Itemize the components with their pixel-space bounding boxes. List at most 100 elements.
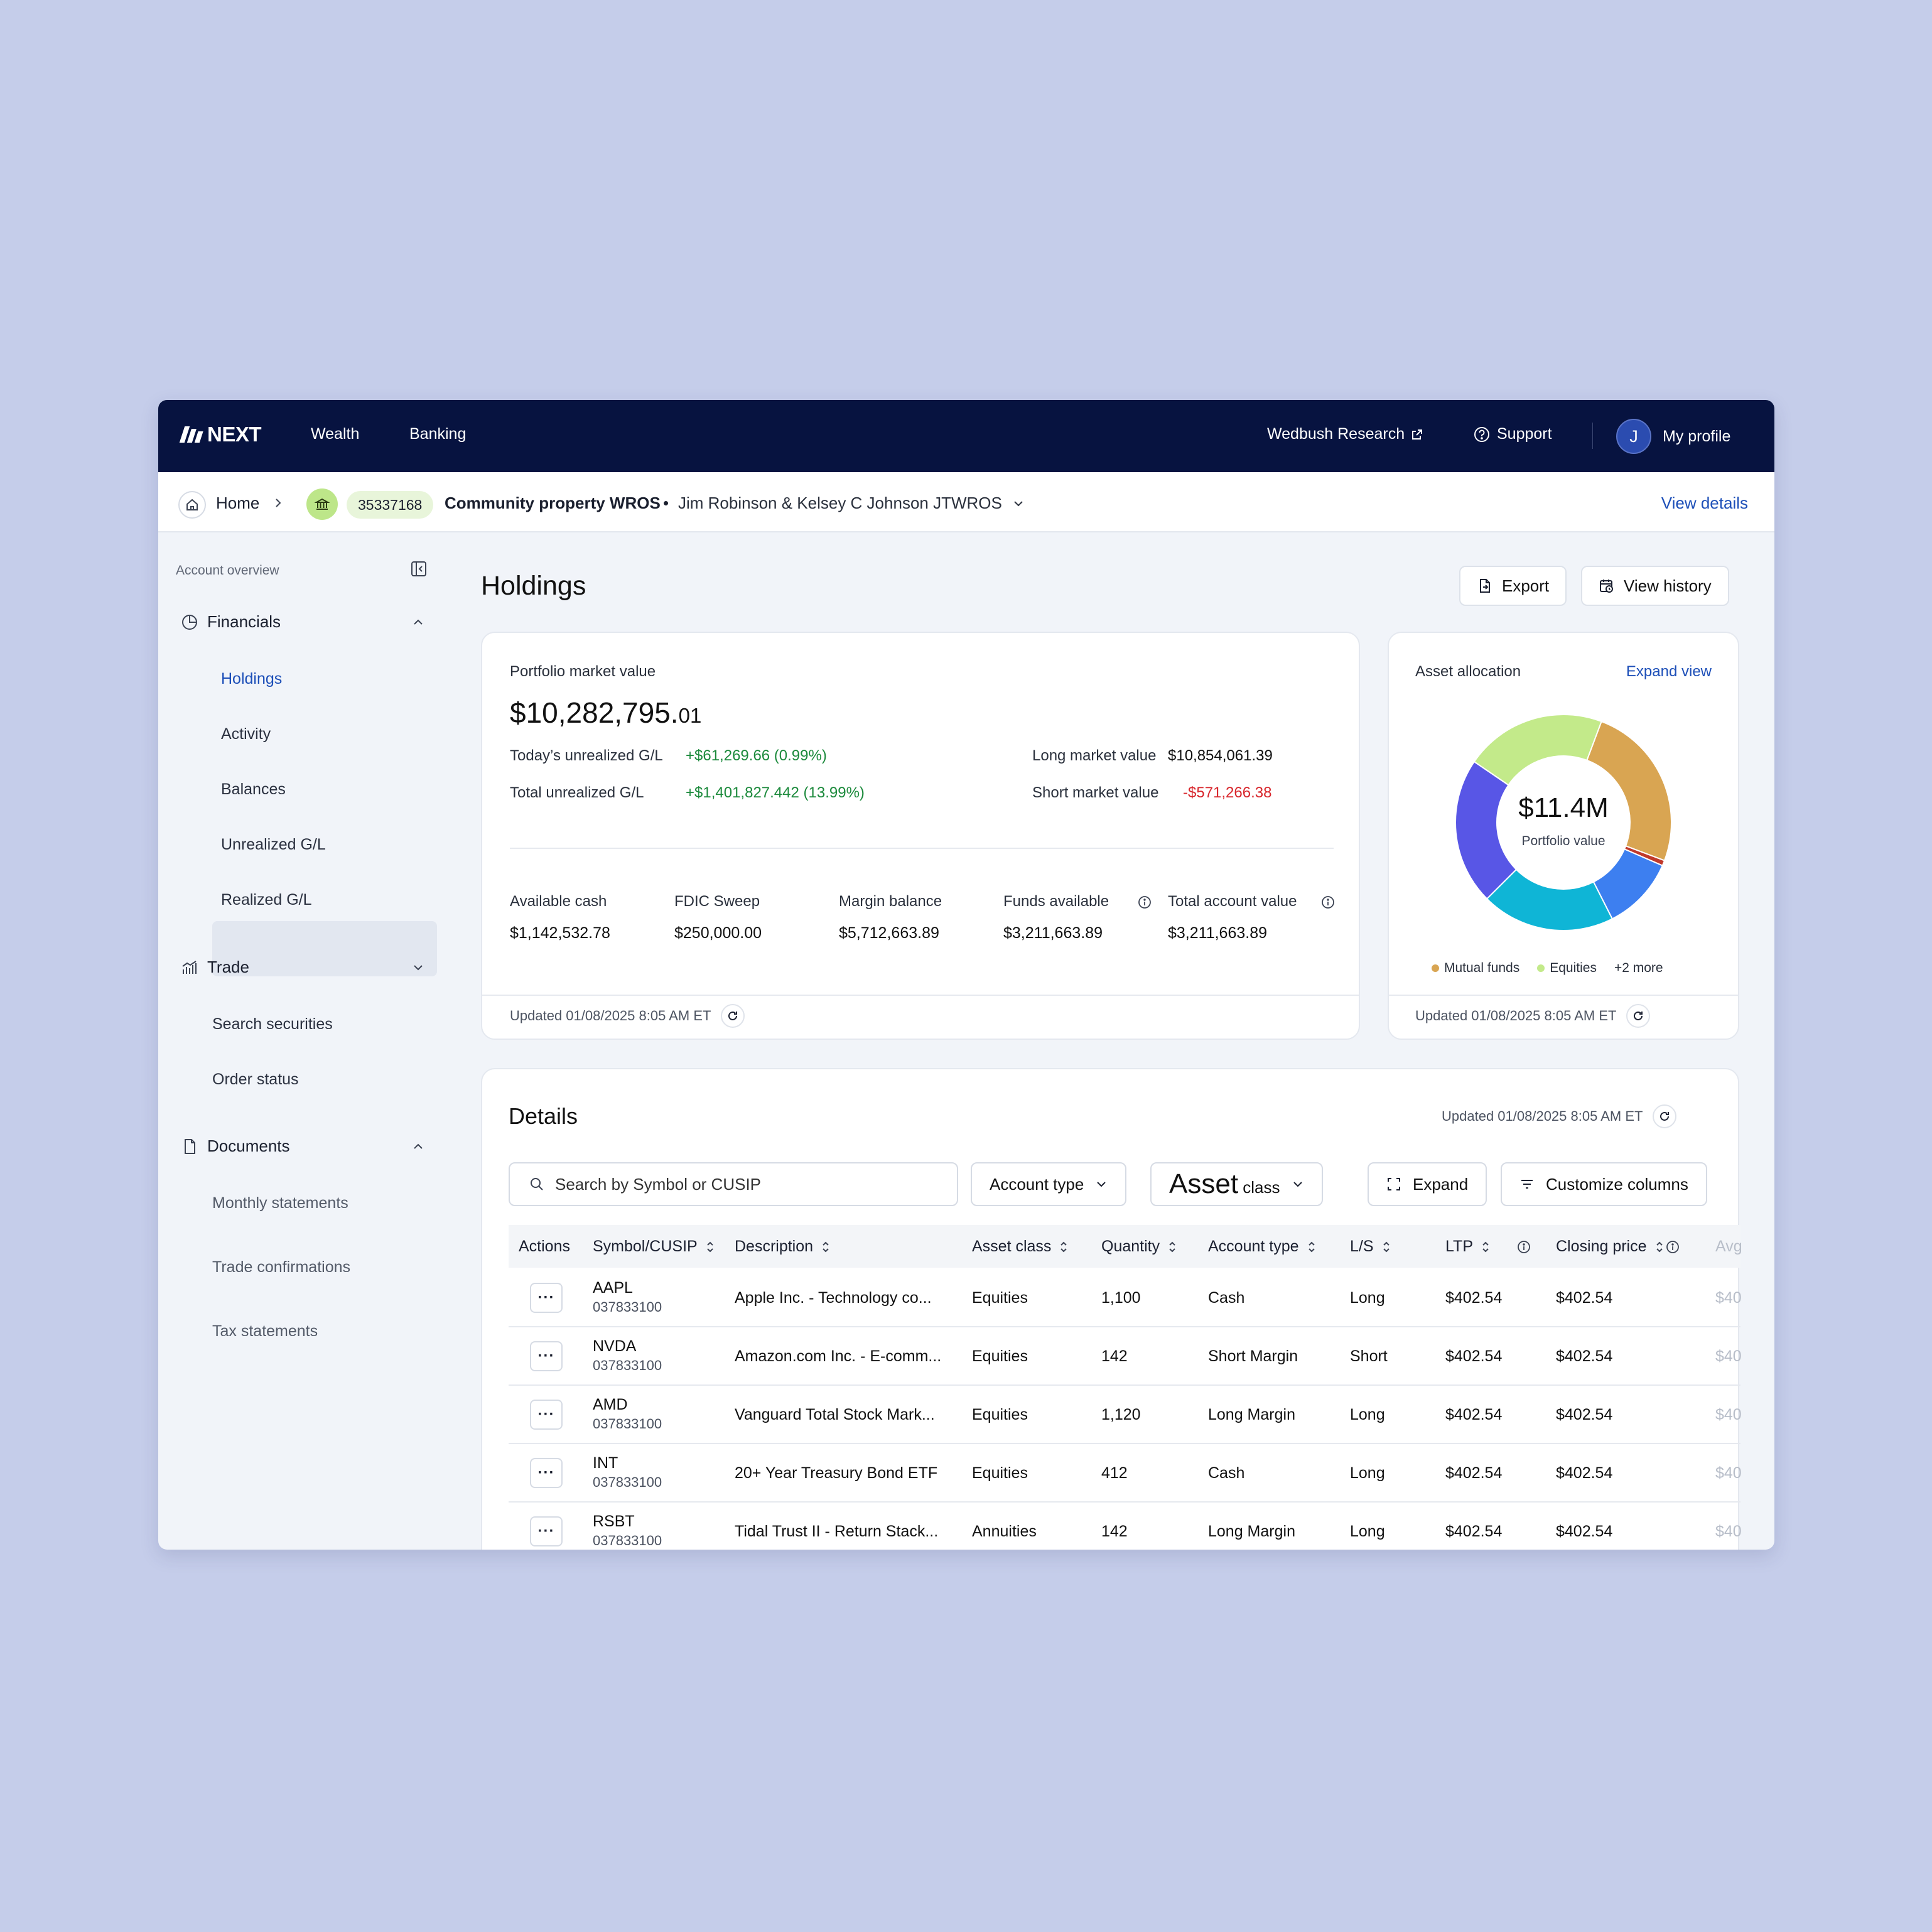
column-header-ls[interactable]: L/S (1350, 1238, 1391, 1256)
refresh-button[interactable] (1626, 1004, 1651, 1028)
wedbush-research-link[interactable]: Wedbush Research (1267, 425, 1423, 443)
view-history-button[interactable]: View history (1581, 566, 1729, 606)
nav-link-banking[interactable]: Banking (409, 425, 467, 443)
donut-segment[interactable] (1586, 720, 1672, 861)
sidebar-item-tax-statements[interactable]: Tax statements (212, 1322, 318, 1340)
stat-value: $3,211,663.89 (1003, 924, 1103, 942)
expand-view-link[interactable]: Expand view (1626, 663, 1712, 680)
sidebar-item-unrealized-gl[interactable]: Unrealized G/L (221, 836, 326, 853)
table-row[interactable]: ··· INT 037833100 20+ Year Treasury Bond ET… (509, 1444, 1742, 1503)
account-owners[interactable]: Jim Robinson & Kelsey C Johnson JTWROS (678, 494, 1002, 512)
info-icon[interactable] (1517, 1240, 1531, 1254)
asset-class: Equities (972, 1289, 1028, 1307)
table-row[interactable]: ··· AAPL 037833100 Apple Inc. - Technology … (509, 1269, 1742, 1327)
sidebar-item-monthly-statements[interactable]: Monthly statements (212, 1194, 348, 1212)
column-header-avg[interactable]: Avg (1715, 1238, 1742, 1255)
asset-class: Annuities (972, 1523, 1037, 1540)
more-horizontal-icon: ··· (537, 1347, 555, 1364)
row-actions-button[interactable]: ··· (530, 1400, 563, 1430)
column-header-asset-class[interactable]: Asset class (972, 1238, 1069, 1256)
asset-class-dropdown[interactable]: Asset class (1150, 1162, 1323, 1206)
page-title: Holdings (481, 571, 586, 601)
legend-item[interactable]: Equities (1537, 961, 1597, 976)
column-header-account-type[interactable]: Account type (1208, 1238, 1317, 1256)
chevron-down-icon[interactable] (1012, 497, 1025, 510)
view-details-link[interactable]: View details (1661, 494, 1748, 512)
info-icon[interactable] (1138, 895, 1152, 909)
column-header-symbol[interactable]: Symbol/CUSIP (593, 1238, 715, 1256)
row-actions-button[interactable]: ··· (530, 1516, 563, 1546)
legend-more[interactable]: +2 more (1614, 961, 1663, 975)
search-input[interactable]: Search by Symbol or CUSIP (509, 1162, 958, 1206)
logo-mark-icon (179, 426, 205, 443)
info-icon[interactable] (1321, 895, 1335, 909)
sidebar-item-realized-gl[interactable]: Realized G/L (221, 891, 312, 909)
collapse-sidebar-icon[interactable] (409, 559, 428, 578)
document-icon (185, 1138, 195, 1154)
brand-logo[interactable]: NEXT (179, 423, 262, 446)
expand-label: Expand (1413, 1174, 1469, 1194)
table-row[interactable]: ··· RSBT 037833100 Tidal Trust II - Return … (509, 1503, 1742, 1550)
legend-item[interactable]: Mutual funds (1432, 961, 1519, 976)
chevron-up-icon[interactable] (411, 1139, 426, 1154)
sidebar-item-order-status[interactable]: Order status (212, 1071, 299, 1088)
closing-price: $402.54 (1556, 1523, 1613, 1540)
asset-class: Equities (972, 1464, 1028, 1482)
sidebar-item-holdings-bg[interactable] (212, 921, 437, 976)
table-row[interactable]: ··· NVDA 037833100 Amazon.com Inc. - E-comm… (509, 1327, 1742, 1386)
cusip: 037833100 (593, 1416, 662, 1432)
refresh-button[interactable] (721, 1004, 745, 1028)
account-type: Short Margin (1208, 1347, 1298, 1365)
updated-text: Updated 01/08/2025 8:05 AM ET (1415, 1008, 1617, 1023)
symbol[interactable]: AAPL (593, 1279, 633, 1297)
support-link[interactable]: Support (1473, 425, 1552, 443)
bank-icon (315, 498, 330, 510)
sidebar-section-trade[interactable]: Trade (181, 958, 249, 977)
export-button[interactable]: Export (1459, 566, 1567, 606)
nav-link-wealth[interactable]: Wealth (311, 425, 360, 443)
account-type-dropdown[interactable]: Account type (971, 1162, 1127, 1206)
my-profile-button[interactable]: J My profile (1616, 419, 1730, 454)
symbol[interactable]: INT (593, 1454, 618, 1472)
info-icon[interactable] (1666, 1240, 1680, 1254)
column-header-description[interactable]: Description (735, 1238, 831, 1256)
sidebar-item-balances[interactable]: Balances (221, 780, 286, 798)
ltp: $402.54 (1445, 1406, 1503, 1423)
symbol[interactable]: NVDA (593, 1337, 637, 1355)
account-number-pill: 35337168 (347, 491, 434, 519)
divider (1389, 995, 1738, 996)
donut-segment[interactable] (1473, 714, 1602, 786)
row-actions-button[interactable]: ··· (530, 1341, 563, 1371)
sidebar-item-trade-confirmations[interactable]: Trade confirmations (212, 1258, 350, 1276)
column-header-quantity[interactable]: Quantity (1101, 1238, 1177, 1256)
app-window: NEXT Wealth Banking Wedbush Research Sup… (158, 400, 1774, 1550)
more-horizontal-icon: ··· (537, 1406, 555, 1423)
sidebar-item-holdings[interactable]: Holdings (221, 670, 283, 688)
row-actions-button[interactable]: ··· (530, 1458, 563, 1488)
column-header-ltp[interactable]: LTP (1445, 1238, 1531, 1256)
account-type: Cash (1208, 1464, 1245, 1482)
sidebar-section-documents[interactable]: Documents (181, 1136, 290, 1156)
cusip: 037833100 (593, 1474, 662, 1490)
symbol[interactable]: RSBT (593, 1513, 635, 1530)
symbol[interactable]: AMD (593, 1396, 628, 1413)
stat-label: Available cash (510, 893, 607, 910)
asset-donut-chart[interactable] (1454, 713, 1673, 932)
row-actions-button[interactable]: ··· (530, 1283, 563, 1313)
sort-icon (1060, 1241, 1067, 1252)
chevron-up-icon[interactable] (411, 615, 426, 630)
expand-icon (1388, 1178, 1400, 1190)
home-icon (186, 499, 198, 510)
column-header-closing-price[interactable]: Closing price (1556, 1238, 1680, 1256)
table-row[interactable]: ··· AMD 037833100 Vanguard Total Stock Mark… (509, 1386, 1742, 1444)
home-button[interactable] (178, 491, 206, 519)
chevron-right-icon (276, 499, 281, 507)
expand-button[interactable]: Expand (1368, 1162, 1487, 1206)
sidebar-item-search-securities[interactable]: Search securities (212, 1015, 333, 1033)
breadcrumb-home[interactable]: Home (216, 494, 260, 512)
chevron-down-icon[interactable] (411, 960, 426, 975)
customize-columns-button[interactable]: Customize columns (1501, 1162, 1707, 1206)
sidebar-item-activity[interactable]: Activity (221, 725, 271, 743)
sidebar-section-financials[interactable]: Financials (181, 612, 281, 632)
refresh-button[interactable] (1653, 1104, 1677, 1128)
